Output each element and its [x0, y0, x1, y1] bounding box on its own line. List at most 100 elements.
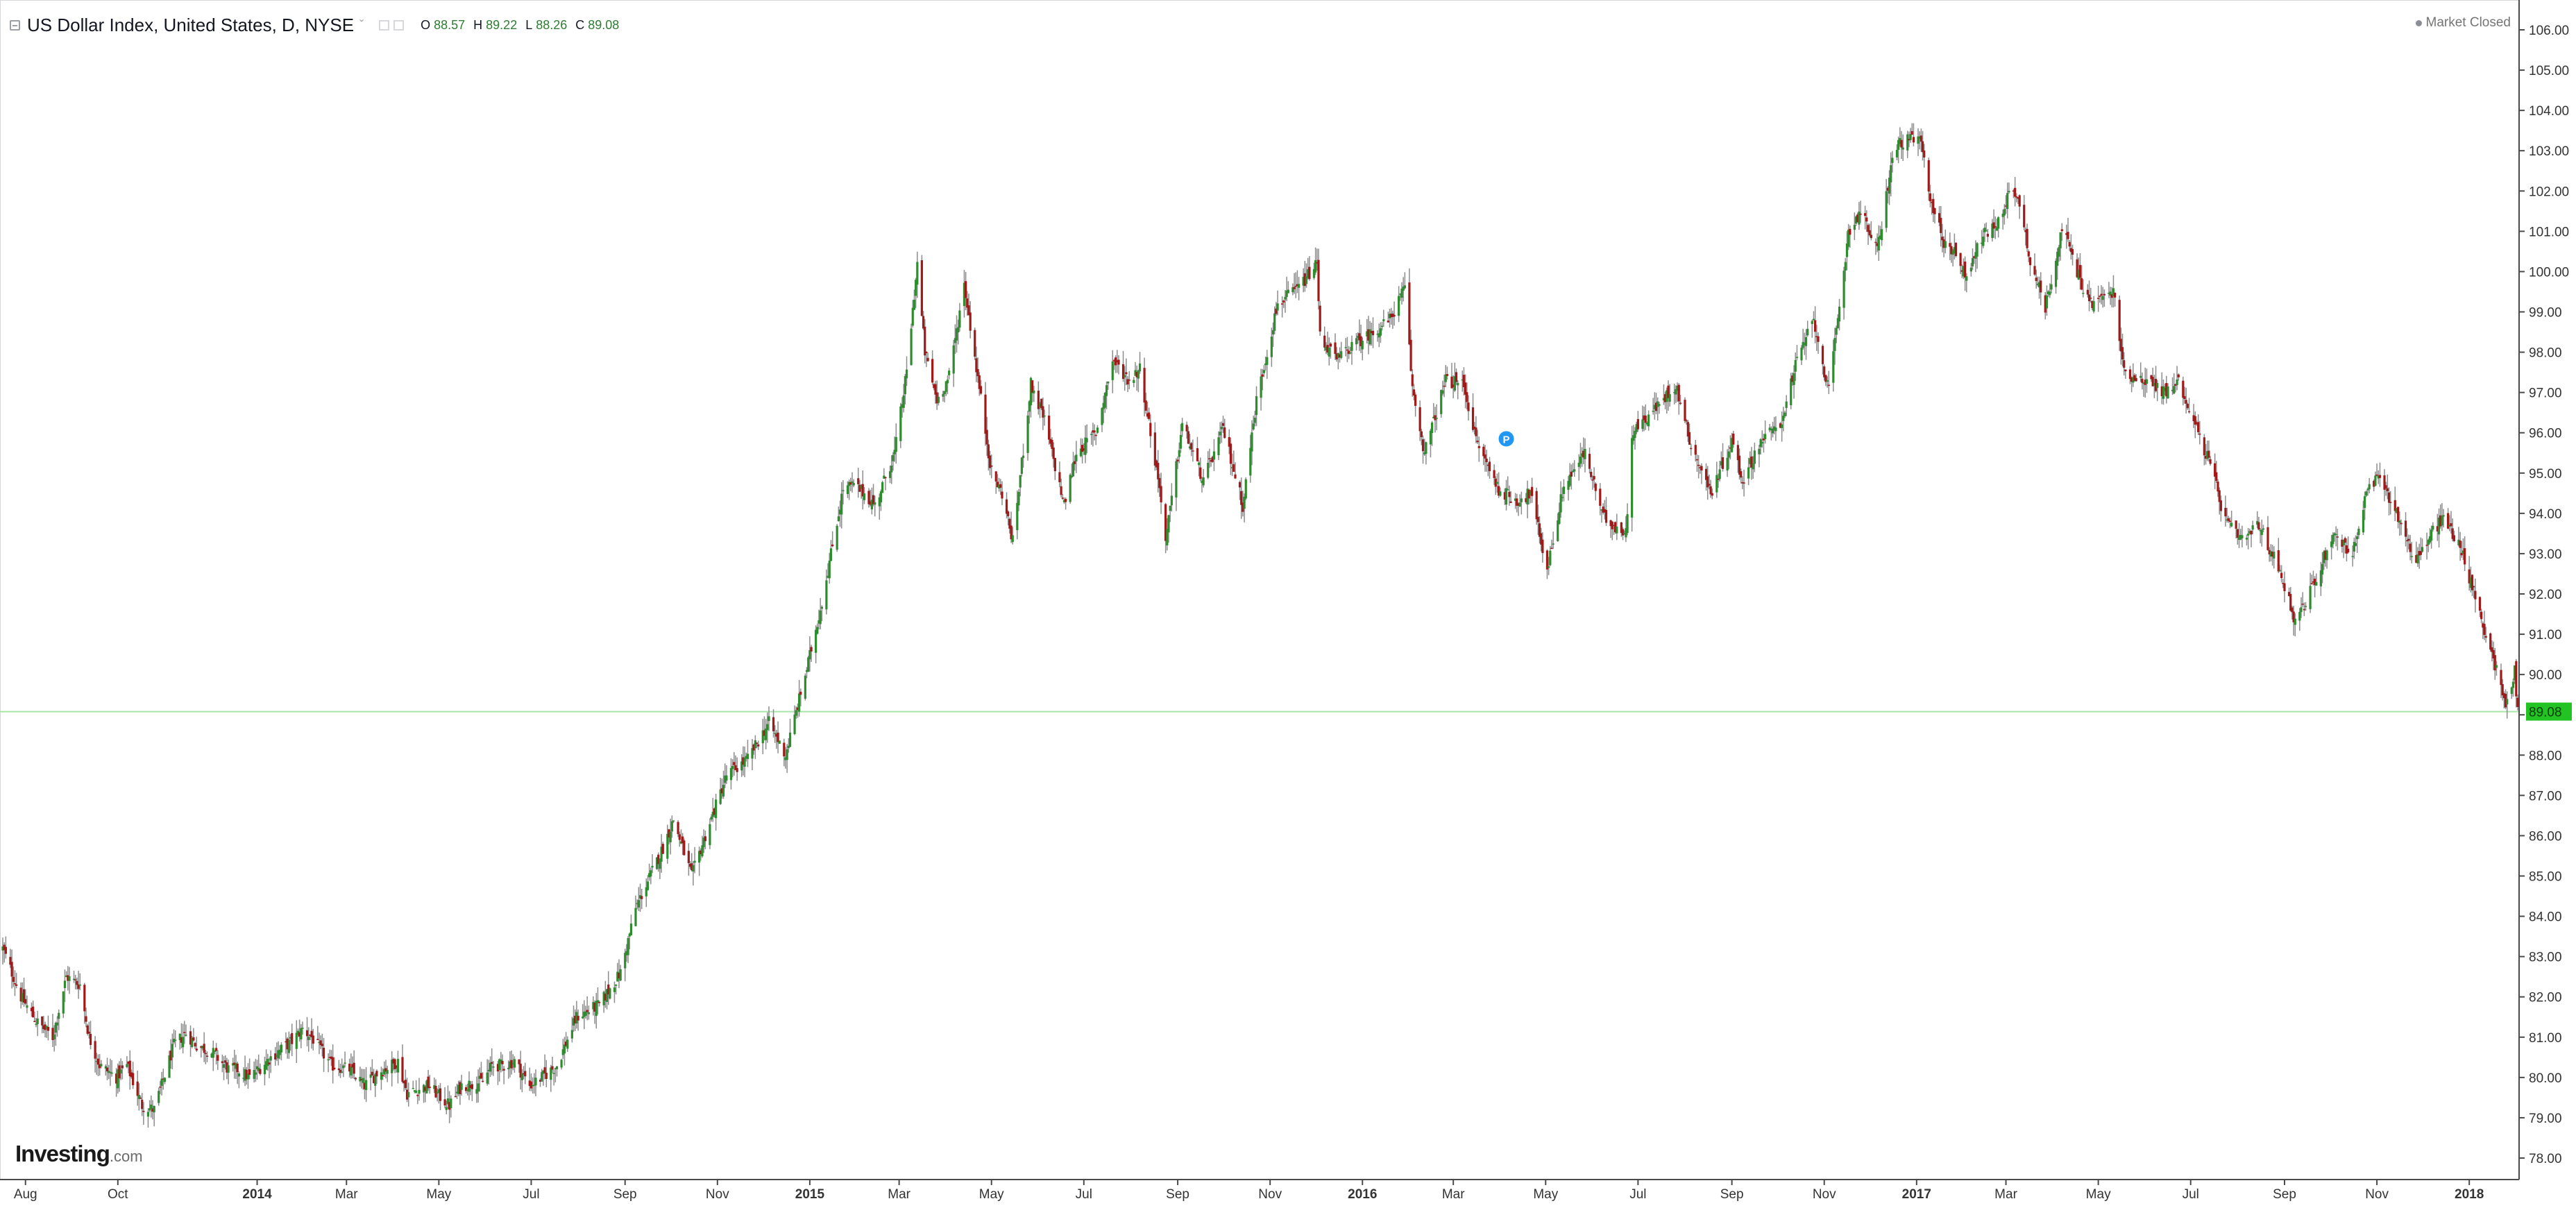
candle-body — [720, 788, 723, 794]
event-marker-icon[interactable] — [1497, 429, 1516, 448]
candle-body — [1190, 443, 1193, 450]
candle — [339, 1063, 342, 1078]
candle-body — [933, 384, 935, 389]
candle-body — [1094, 434, 1097, 436]
candle — [76, 977, 78, 990]
candle — [1323, 326, 1326, 351]
candle-body — [172, 1039, 176, 1043]
candle — [1645, 421, 1649, 427]
collapse-icon[interactable] — [10, 19, 20, 31]
candle — [1981, 230, 1983, 254]
candle-body — [645, 887, 647, 896]
candle — [698, 847, 701, 876]
candle-body — [1069, 475, 1071, 502]
candle-body — [277, 1050, 280, 1059]
candle-body — [276, 1055, 278, 1057]
candle-body — [2224, 507, 2227, 517]
candle-body — [189, 1031, 192, 1045]
candle-body — [719, 789, 722, 804]
candle-body — [1221, 423, 1225, 426]
candle-body — [78, 984, 81, 986]
candle-body — [2023, 205, 2026, 228]
candle-body — [1826, 380, 1829, 382]
header-settings-square-icon[interactable] — [393, 19, 405, 31]
candle — [1188, 434, 1192, 450]
candle — [2304, 602, 2307, 611]
candle — [13, 970, 17, 996]
candle — [2365, 490, 2368, 497]
candle-body — [1452, 384, 1455, 387]
candle-body — [492, 1066, 495, 1068]
candle-body — [1738, 455, 1741, 475]
header-square-icon[interactable] — [379, 19, 390, 31]
candle — [2268, 547, 2271, 562]
candle — [1573, 460, 1576, 477]
candle — [1376, 330, 1379, 342]
event-marker[interactable]: P — [1497, 429, 1516, 448]
candle-body — [1271, 330, 1275, 335]
candle — [1344, 338, 1347, 357]
candle — [974, 327, 976, 360]
candle-body — [1917, 136, 1920, 144]
candle — [899, 402, 902, 448]
candle-body — [205, 1055, 209, 1057]
candle — [2112, 275, 2115, 308]
candle — [1317, 248, 1320, 309]
candle-body — [1358, 333, 1361, 341]
candle-body — [1075, 454, 1078, 461]
candle — [1029, 377, 1033, 418]
candle-body — [1103, 393, 1106, 408]
candle-body — [513, 1059, 516, 1068]
candle-body — [2008, 191, 2010, 193]
candle — [704, 831, 706, 849]
candle-body — [2493, 655, 2496, 671]
candle — [274, 1047, 277, 1066]
candle — [425, 1079, 428, 1094]
candle — [1929, 185, 1932, 207]
candle — [777, 721, 779, 754]
candle-body — [1467, 402, 1470, 411]
candle — [1992, 209, 1995, 238]
candle — [1008, 517, 1011, 534]
title-dropdown-caret-icon[interactable]: ˇ — [359, 17, 364, 32]
candle — [765, 719, 768, 749]
candle-body — [1273, 313, 1276, 331]
candle-body — [1475, 427, 1477, 436]
candle — [2374, 471, 2377, 486]
candle-body — [2045, 295, 2049, 309]
candle-body — [1181, 423, 1184, 432]
candle-body — [2119, 339, 2122, 352]
candle-body — [469, 1084, 472, 1089]
candle-body — [1262, 370, 1266, 373]
candle-body — [1260, 376, 1262, 398]
candle — [1402, 277, 1405, 302]
candle — [1779, 421, 1782, 429]
candle — [1359, 324, 1362, 353]
candle — [796, 703, 799, 718]
candle — [2192, 404, 2195, 428]
candle-body — [2283, 583, 2286, 592]
candle — [987, 439, 990, 471]
candle-body — [808, 649, 811, 660]
candle-body — [2058, 247, 2060, 257]
candle-body — [804, 675, 806, 699]
candle — [1652, 398, 1654, 415]
candle-body — [1953, 246, 1956, 254]
candle — [427, 1069, 430, 1091]
candle — [618, 959, 620, 989]
symbol-title[interactable]: US Dollar Index, United States, D, NYSE — [27, 14, 355, 35]
candle-body — [1170, 495, 1173, 506]
candle-body — [1868, 230, 1871, 236]
candle-body — [2247, 534, 2250, 536]
candle — [687, 843, 690, 876]
candle — [1953, 233, 1956, 260]
candle — [2460, 541, 2463, 558]
candle-body — [710, 817, 713, 820]
candle-body — [881, 482, 884, 493]
candle-body — [1876, 243, 1879, 246]
candle-body — [1686, 422, 1689, 437]
candle — [2439, 504, 2442, 529]
candle — [1094, 433, 1097, 445]
candle — [344, 1051, 346, 1068]
